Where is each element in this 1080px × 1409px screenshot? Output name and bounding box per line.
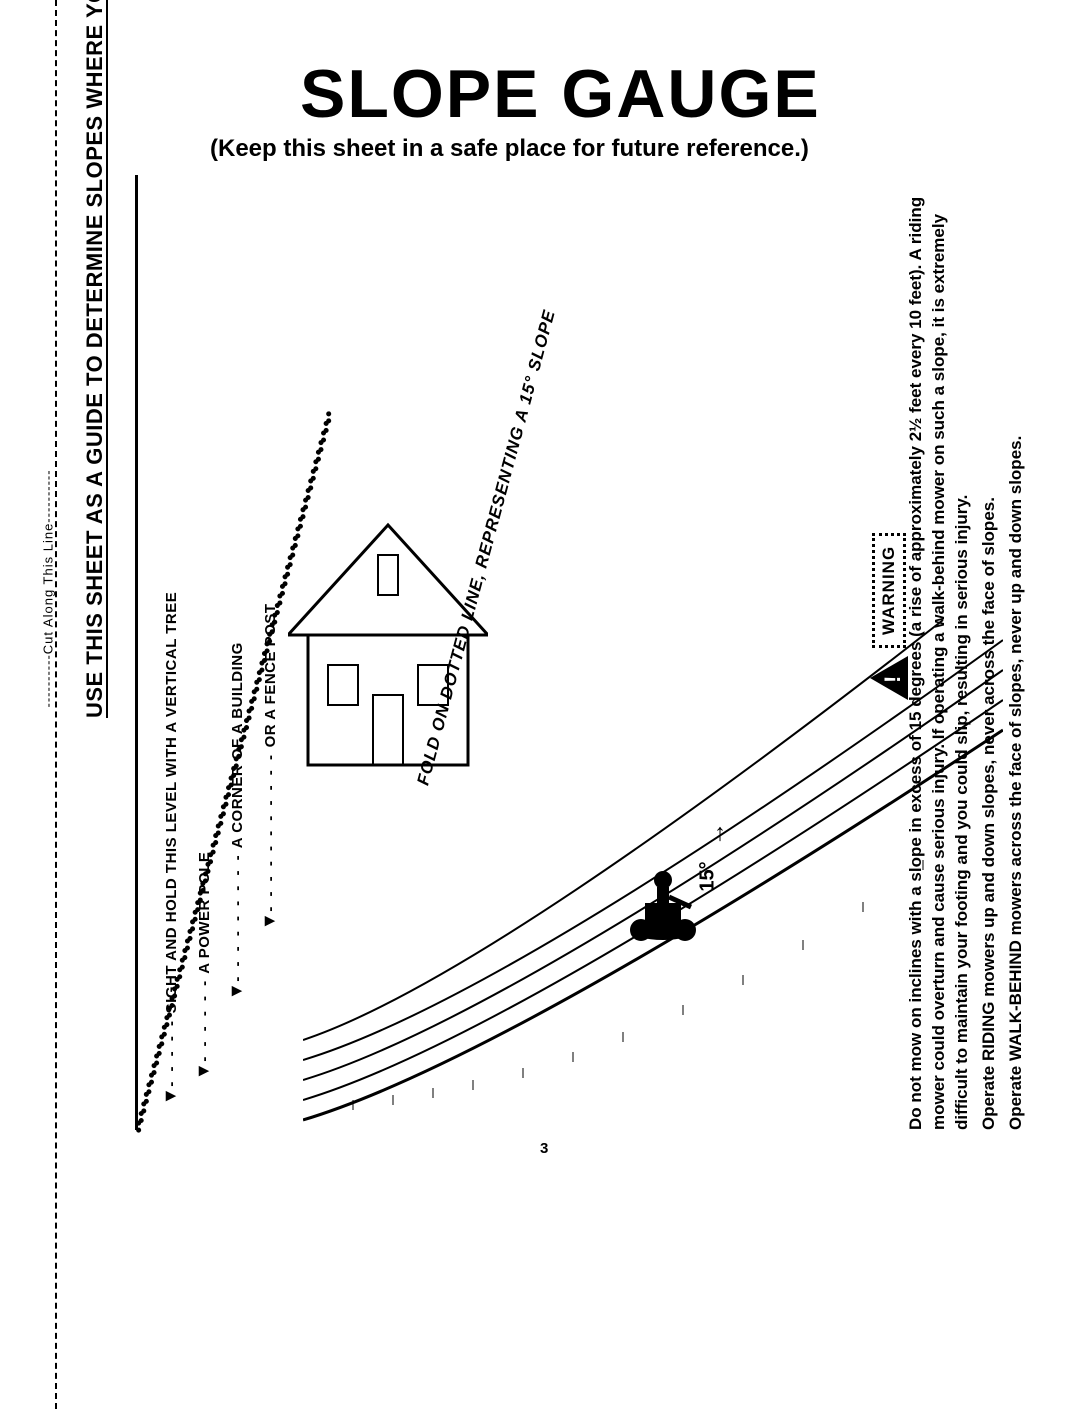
page-title: SLOPE GAUGE xyxy=(300,55,821,133)
safety-header: USE THIS SHEET AS A GUIDE TO DETERMINE S… xyxy=(82,0,108,718)
cut-line-label: ----------Cut Along This Line---------- xyxy=(41,469,56,707)
sight-line-1-text: SIGHT AND HOLD THIS LEVEL WITH A VERTICA… xyxy=(163,592,180,1014)
warning-paragraph-2: Operate RIDING mowers up and down slopes… xyxy=(978,170,1001,1130)
warning-triangle-icon xyxy=(870,656,908,700)
warning-paragraph-3: Operate WALK-BEHIND mowers across the fa… xyxy=(1005,170,1028,1130)
cut-label-text: Cut Along This Line xyxy=(41,523,56,655)
page-subtitle: (Keep this sheet in a safe place for fut… xyxy=(210,135,809,163)
warning-paragraph-1: Do not mow on inclines with a slope in e… xyxy=(905,170,974,1130)
sight-line-3: ▼- - - - - - - - - A CORNER OF A BUILDIN… xyxy=(226,642,247,1000)
arrow-icon: ▼ xyxy=(193,1062,214,1080)
page-number: 3 xyxy=(540,1140,548,1157)
warning-text-block: Do not mow on inclines with a slope in e… xyxy=(905,170,1032,1130)
arrow-icon: ▼ xyxy=(226,982,247,1000)
warning-heading: WARNING xyxy=(872,533,906,648)
arrow-icon: ▼ xyxy=(259,912,280,930)
arrow-icon: ▼ xyxy=(160,1087,181,1105)
